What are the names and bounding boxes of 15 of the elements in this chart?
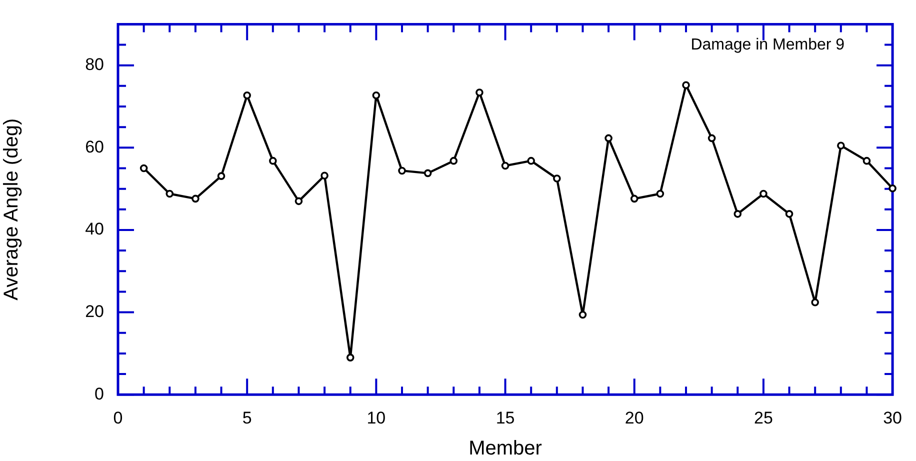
x-tick-label: 0 [113,408,123,428]
x-tick-label: 10 [366,408,386,428]
y-tick-label: 80 [85,55,104,74]
y-tick-label: 0 [94,384,104,404]
x-tick-label: 25 [754,408,773,428]
y-tick-label: 60 [85,137,104,156]
x-tick-label: 5 [242,408,252,428]
annotation: Damage in Member 9 [690,36,845,54]
y-tick-label: 40 [85,220,104,239]
x-tick-label: 15 [496,408,515,428]
x-tick-label: 20 [624,408,644,428]
x-tick-label: 30 [883,408,902,428]
y-tick-label: 20 [85,302,104,321]
y-axis-title: Average Angle (deg) [0,118,23,300]
x-axis-title: Member [468,438,542,460]
